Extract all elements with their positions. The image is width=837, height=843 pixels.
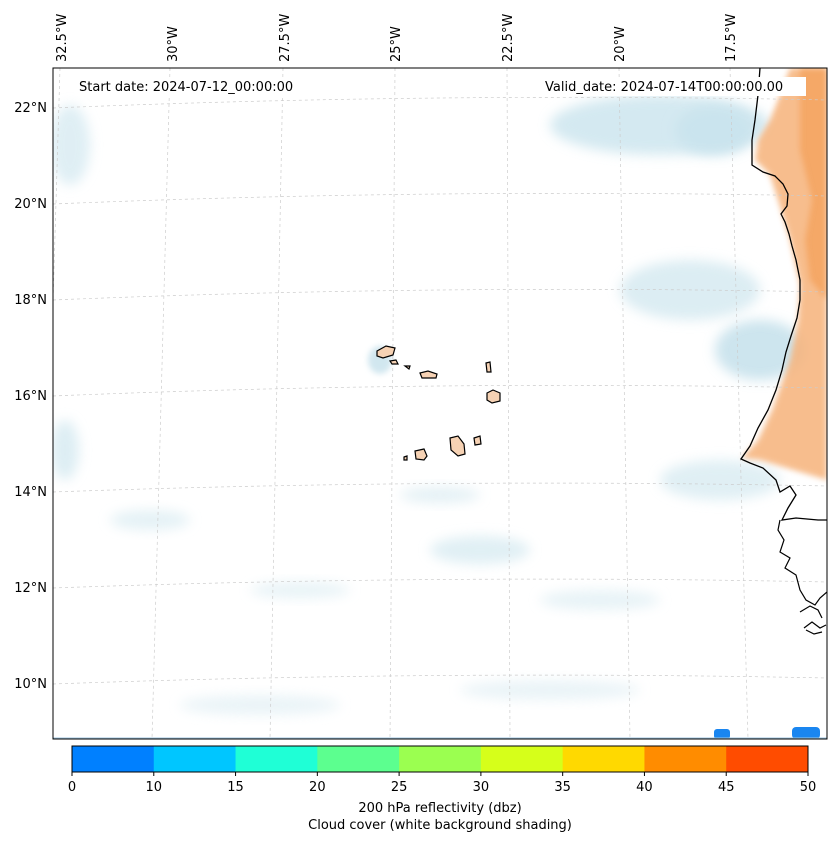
colorbar-tick-label: 20: [309, 780, 326, 795]
map-frame: [52, 67, 828, 740]
start-date-label: Start date: 2024-07-12_00:00:00: [79, 80, 293, 95]
lon-label: 20°W: [613, 26, 628, 62]
colorbar-tick-label: 45: [718, 780, 735, 795]
continent-shading: [742, 68, 827, 480]
colorbar-tick-label: 30: [473, 780, 490, 795]
lat-label: 10°N: [14, 677, 47, 692]
lon-label: 17.5°W: [724, 14, 739, 62]
colorbar-tick-label: 15: [227, 780, 244, 795]
map-background: [53, 68, 827, 739]
lat-label: 18°N: [14, 293, 47, 308]
lat-label: 22°N: [14, 101, 47, 116]
cape-verde-islands: [376, 345, 501, 461]
lon-label: 27.5°W: [278, 14, 293, 62]
colorbar-frame: [71, 745, 809, 773]
longitude-labels: 32.5°W 30°W 27.5°W 25°W 22.5°W 20°W 17.5…: [55, 14, 739, 62]
colorbar-segment: [153, 746, 237, 772]
reflectivity-cells: [714, 727, 820, 739]
lon-label: 30°W: [166, 26, 181, 62]
valid-date-label: Valid_date: 2024-07-14T00:00:00.00: [545, 80, 783, 95]
latitude-labels: 22°N 20°N 18°N 16°N 14°N 12°N 10°N: [14, 101, 47, 692]
lon-label: 25°W: [389, 26, 404, 62]
colorbar-segment: [726, 746, 809, 772]
colorbar-sublabel: Cloud cover (white background shading): [308, 818, 572, 833]
start-date-box: [75, 77, 315, 96]
lat-label: 14°N: [14, 485, 47, 500]
colorbar-segment: [644, 746, 727, 772]
colorbar-label: 200 hPa reflectivity (dbz): [358, 801, 522, 816]
graticule: [53, 68, 827, 739]
colorbar-segment: [317, 746, 400, 772]
colorbar: 0 10 15 20 25 30 35 40 45 50: [68, 745, 817, 795]
colorbar-tick-label: 10: [146, 780, 163, 795]
colorbar-segment: [72, 746, 155, 772]
colorbar-tick-label: 50: [800, 780, 817, 795]
colorbar-tick-label: 35: [554, 780, 571, 795]
lat-label: 20°N: [14, 197, 47, 212]
valid-date-box: [540, 77, 806, 96]
lon-label: 32.5°W: [55, 14, 70, 62]
africa-coastline: [740, 68, 827, 521]
colorbar-segment: [480, 746, 564, 772]
lat-label: 16°N: [14, 389, 47, 404]
colorbar-tick-label: 40: [636, 780, 653, 795]
lat-label: 12°N: [14, 581, 47, 596]
lon-label: 22.5°W: [501, 14, 516, 62]
colorbar-segment: [562, 746, 645, 772]
guinea-coastline: [777, 519, 827, 635]
colorbar-tick-label: 0: [68, 780, 76, 795]
colorbar-segment: [399, 746, 482, 772]
colorbar-tick-label: 25: [391, 780, 408, 795]
colorbar-segment: [235, 746, 318, 772]
